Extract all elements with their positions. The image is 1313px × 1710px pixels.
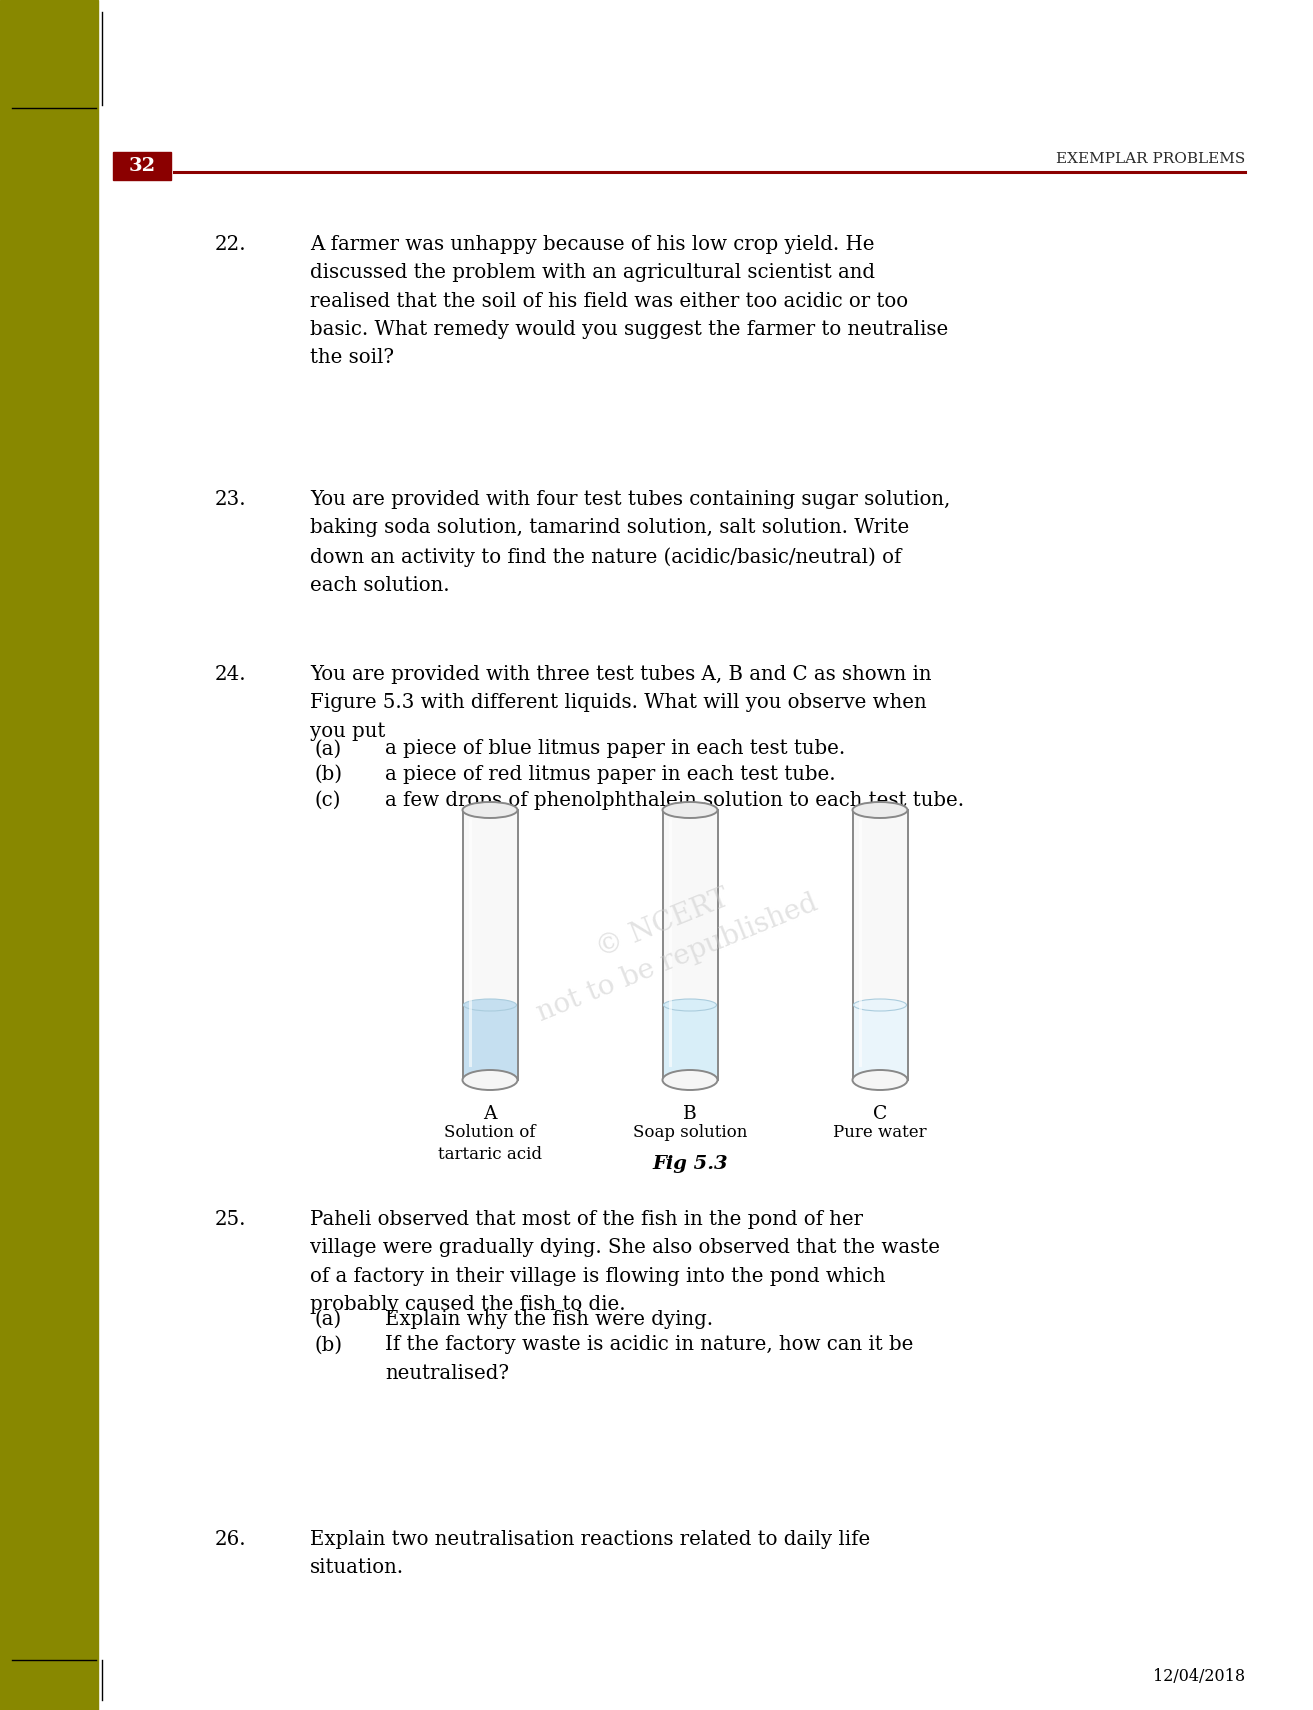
Bar — [0, 0, 98, 1710]
Text: 23.: 23. — [215, 491, 247, 510]
Text: Solution of
tartaric acid: Solution of tartaric acid — [439, 1123, 542, 1163]
Text: You are provided with three test tubes A, B and C as shown in
Figure 5.3 with di: You are provided with three test tubes A… — [310, 665, 931, 740]
Text: Soap solution: Soap solution — [633, 1123, 747, 1141]
Ellipse shape — [462, 802, 517, 817]
Text: 26.: 26. — [215, 1530, 247, 1549]
Text: If the factory waste is acidic in nature, how can it be
neutralised?: If the factory waste is acidic in nature… — [385, 1336, 914, 1383]
Bar — [462, 811, 517, 1081]
Text: Paheli observed that most of the fish in the pond of her
village were gradually : Paheli observed that most of the fish in… — [310, 1211, 940, 1313]
Bar — [852, 811, 907, 1081]
Text: © NCERT
not to be republished: © NCERT not to be republished — [519, 855, 822, 1026]
Text: 25.: 25. — [215, 1211, 247, 1229]
Ellipse shape — [462, 1070, 517, 1089]
Text: (b): (b) — [315, 1336, 343, 1354]
Text: A: A — [483, 1105, 496, 1123]
Bar — [663, 1005, 717, 1081]
Text: (a): (a) — [315, 739, 343, 759]
Ellipse shape — [663, 999, 717, 1011]
Text: a piece of red litmus paper in each test tube.: a piece of red litmus paper in each test… — [385, 764, 835, 785]
Text: (a): (a) — [315, 1310, 343, 1329]
Text: 12/04/2018: 12/04/2018 — [1153, 1667, 1245, 1684]
Bar — [463, 1005, 516, 1081]
Ellipse shape — [853, 1072, 906, 1088]
Bar — [853, 1005, 906, 1081]
Ellipse shape — [663, 1072, 717, 1088]
Ellipse shape — [463, 1072, 516, 1088]
Bar — [113, 152, 171, 180]
Text: Explain two neutralisation reactions related to daily life
situation.: Explain two neutralisation reactions rel… — [310, 1530, 871, 1577]
Text: (b): (b) — [315, 764, 343, 785]
Text: 32: 32 — [129, 157, 155, 174]
Text: EXEMPLAR PROBLEMS: EXEMPLAR PROBLEMS — [1056, 152, 1245, 166]
Bar — [663, 811, 717, 1081]
Text: Explain why the fish were dying.: Explain why the fish were dying. — [385, 1310, 713, 1329]
Text: Pure water: Pure water — [834, 1123, 927, 1141]
Ellipse shape — [853, 999, 906, 1011]
Ellipse shape — [852, 802, 907, 817]
Ellipse shape — [463, 999, 516, 1011]
Text: B: B — [683, 1105, 697, 1123]
Text: Fig 5.3: Fig 5.3 — [653, 1154, 727, 1173]
Ellipse shape — [663, 1070, 717, 1089]
Ellipse shape — [663, 802, 717, 817]
Text: A farmer was unhappy because of his low crop yield. He
discussed the problem wit: A farmer was unhappy because of his low … — [310, 234, 948, 368]
Text: 22.: 22. — [215, 234, 247, 255]
Text: (c): (c) — [315, 790, 341, 811]
Text: C: C — [873, 1105, 888, 1123]
Ellipse shape — [852, 1070, 907, 1089]
Text: a piece of blue litmus paper in each test tube.: a piece of blue litmus paper in each tes… — [385, 739, 846, 759]
Text: 24.: 24. — [215, 665, 247, 684]
Text: a few drops of phenolphthalein solution to each test tube.: a few drops of phenolphthalein solution … — [385, 790, 964, 811]
Text: You are provided with four test tubes containing sugar solution,
baking soda sol: You are provided with four test tubes co… — [310, 491, 951, 595]
